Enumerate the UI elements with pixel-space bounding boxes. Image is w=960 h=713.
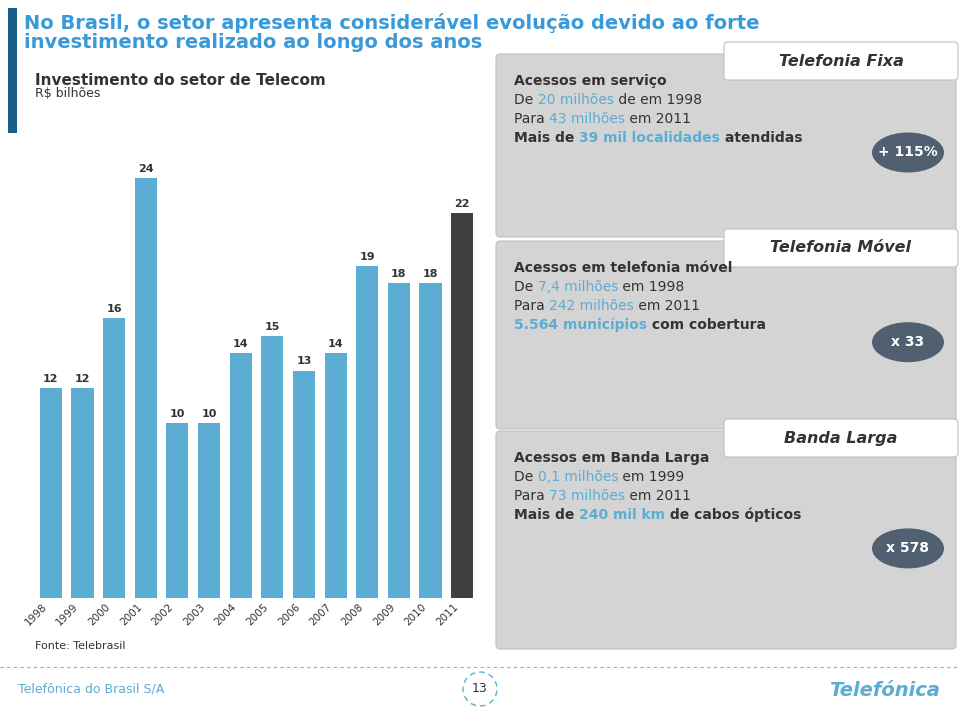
FancyBboxPatch shape	[103, 318, 125, 598]
Ellipse shape	[872, 133, 944, 173]
Text: de em 1998: de em 1998	[613, 93, 702, 107]
Ellipse shape	[872, 528, 944, 568]
Text: 14: 14	[233, 339, 249, 349]
Text: x 578: x 578	[886, 541, 929, 555]
Text: Mais de: Mais de	[514, 131, 579, 145]
FancyBboxPatch shape	[496, 241, 956, 429]
Text: 2002: 2002	[150, 602, 176, 627]
Text: 2007: 2007	[308, 602, 334, 627]
Text: Investimento do setor de Telecom: Investimento do setor de Telecom	[35, 73, 325, 88]
Text: Telefonia Fixa: Telefonia Fixa	[779, 53, 903, 68]
Text: 2006: 2006	[276, 602, 302, 627]
Text: 2004: 2004	[213, 602, 239, 627]
Text: Telefónica: Telefónica	[829, 682, 940, 700]
Text: 2000: 2000	[86, 602, 112, 627]
Text: 12: 12	[43, 374, 59, 384]
Text: No Brasil, o setor apresenta considerável evolução devido ao forte: No Brasil, o setor apresenta consideráve…	[24, 13, 759, 33]
FancyBboxPatch shape	[293, 371, 315, 598]
Text: 13: 13	[297, 356, 312, 366]
Text: 16: 16	[107, 304, 122, 314]
FancyBboxPatch shape	[261, 336, 283, 598]
Text: 14: 14	[327, 339, 344, 349]
FancyBboxPatch shape	[724, 42, 958, 80]
Text: 2011: 2011	[435, 602, 460, 627]
Text: De: De	[514, 280, 538, 294]
Text: Acessos em telefonia móvel: Acessos em telefonia móvel	[514, 261, 732, 275]
Text: 39 mil localidades: 39 mil localidades	[579, 131, 720, 145]
FancyBboxPatch shape	[134, 178, 156, 598]
FancyBboxPatch shape	[451, 213, 473, 598]
FancyBboxPatch shape	[724, 229, 958, 267]
Text: 12: 12	[75, 374, 90, 384]
Text: 2003: 2003	[181, 602, 207, 627]
Circle shape	[463, 672, 497, 706]
FancyBboxPatch shape	[39, 388, 61, 598]
Text: com cobertura: com cobertura	[647, 318, 766, 332]
Text: 1999: 1999	[55, 602, 81, 628]
FancyBboxPatch shape	[71, 388, 93, 598]
Text: Acessos em serviço: Acessos em serviço	[514, 74, 666, 88]
Text: atendidas: atendidas	[720, 131, 803, 145]
Text: 24: 24	[138, 164, 154, 174]
FancyBboxPatch shape	[724, 419, 958, 457]
Text: em 2011: em 2011	[625, 112, 691, 126]
Text: Telefonia Móvel: Telefonia Móvel	[771, 240, 911, 255]
Text: em 1999: em 1999	[618, 470, 684, 484]
Text: 15: 15	[265, 322, 280, 332]
Text: 19: 19	[359, 252, 375, 262]
Text: 22: 22	[454, 199, 470, 209]
Text: 0,1 milhões: 0,1 milhões	[538, 470, 618, 484]
Text: Para: Para	[514, 489, 549, 503]
Text: 2008: 2008	[340, 602, 365, 627]
FancyBboxPatch shape	[229, 353, 252, 598]
Text: + 115%: + 115%	[878, 145, 938, 160]
Text: 2001: 2001	[118, 602, 144, 627]
Text: Banda Larga: Banda Larga	[784, 431, 898, 446]
FancyBboxPatch shape	[8, 8, 17, 133]
FancyBboxPatch shape	[198, 423, 220, 598]
Ellipse shape	[872, 322, 944, 362]
Text: 13: 13	[472, 682, 488, 695]
Text: De: De	[514, 93, 538, 107]
Text: 1998: 1998	[23, 602, 49, 628]
Text: x 33: x 33	[892, 335, 924, 349]
Text: Para: Para	[514, 299, 549, 313]
Text: em 1998: em 1998	[618, 280, 684, 294]
Text: 20 milhões: 20 milhões	[538, 93, 613, 107]
Text: Telefônica do Brasil S/A: Telefônica do Brasil S/A	[18, 682, 164, 695]
Text: R$ bilhões: R$ bilhões	[35, 87, 101, 100]
FancyBboxPatch shape	[496, 431, 956, 649]
Text: 7,4 milhões: 7,4 milhões	[538, 280, 618, 294]
FancyBboxPatch shape	[166, 423, 188, 598]
Text: 2010: 2010	[403, 602, 428, 627]
Text: de cabos ópticos: de cabos ópticos	[665, 508, 802, 523]
FancyBboxPatch shape	[420, 283, 442, 598]
Text: 2005: 2005	[245, 602, 271, 627]
Text: Fonte: Telebrasil: Fonte: Telebrasil	[35, 641, 126, 651]
Text: 242 milhões: 242 milhões	[549, 299, 634, 313]
FancyBboxPatch shape	[356, 265, 378, 598]
Text: 43 milhões: 43 milhões	[549, 112, 625, 126]
Text: 240 mil km: 240 mil km	[579, 508, 665, 522]
FancyBboxPatch shape	[324, 353, 347, 598]
FancyBboxPatch shape	[496, 54, 956, 237]
Text: em 2011: em 2011	[625, 489, 691, 503]
Text: 10: 10	[170, 409, 185, 419]
Text: Mais de: Mais de	[514, 508, 579, 522]
Text: 73 milhões: 73 milhões	[549, 489, 625, 503]
Text: 2009: 2009	[372, 602, 396, 627]
Text: 10: 10	[202, 409, 217, 419]
Text: Para: Para	[514, 112, 549, 126]
Text: investimento realizado ao longo dos anos: investimento realizado ao longo dos anos	[24, 33, 482, 52]
FancyBboxPatch shape	[388, 283, 410, 598]
Text: De: De	[514, 470, 538, 484]
Text: 18: 18	[391, 269, 407, 279]
Text: 18: 18	[422, 269, 439, 279]
Text: em 2011: em 2011	[634, 299, 700, 313]
Text: Acessos em Banda Larga: Acessos em Banda Larga	[514, 451, 709, 465]
Text: 5.564 municípios: 5.564 municípios	[514, 318, 647, 332]
